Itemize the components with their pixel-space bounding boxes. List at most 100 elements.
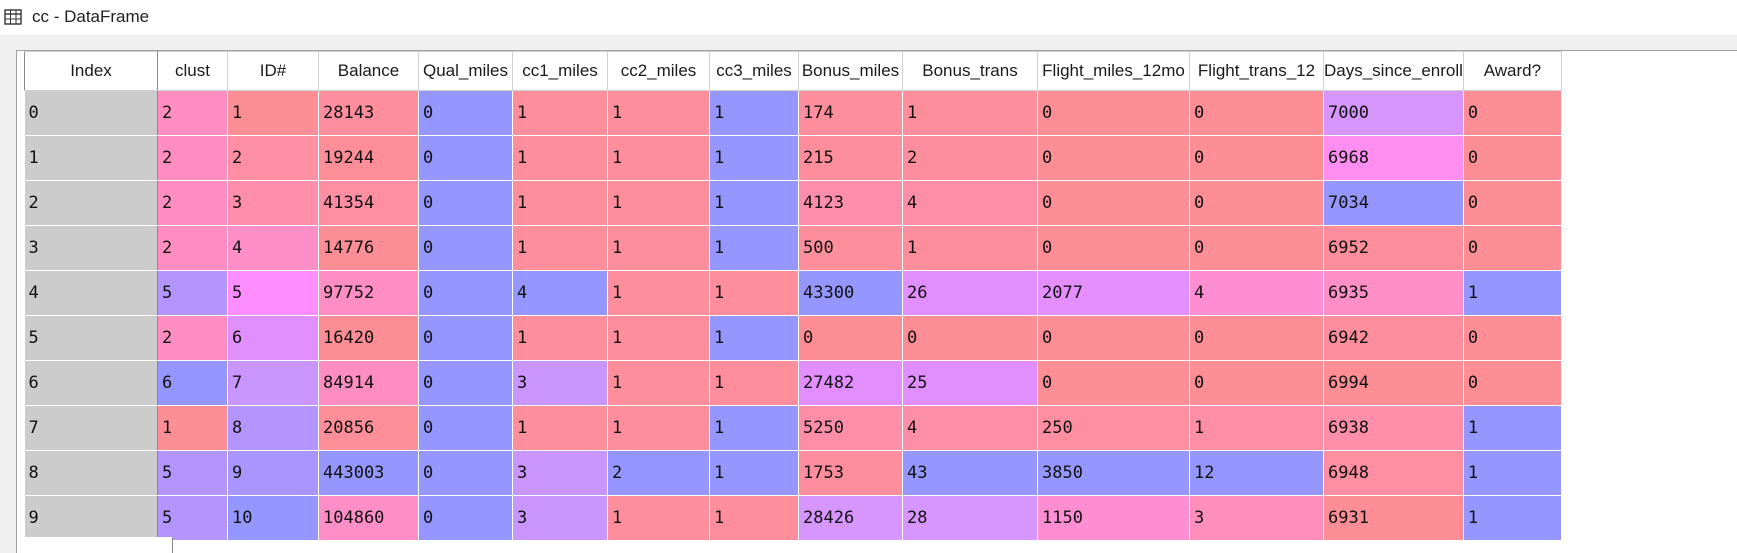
data-cell[interactable]: 1	[709, 450, 799, 496]
data-cell[interactable]: 0	[1037, 135, 1190, 181]
data-cell[interactable]: 1	[709, 225, 799, 271]
data-cell[interactable]: 1	[1463, 405, 1562, 451]
row-index-cell[interactable]: 9	[24, 495, 158, 541]
data-cell[interactable]: 174	[798, 90, 903, 136]
row-index-cell[interactable]: 0	[24, 90, 158, 136]
data-cell[interactable]: 1	[227, 90, 319, 136]
data-cell[interactable]: 1	[1463, 450, 1562, 496]
data-cell[interactable]: 0	[418, 180, 513, 226]
data-cell[interactable]: 7	[227, 360, 319, 406]
data-cell[interactable]: 0	[798, 315, 903, 361]
data-cell[interactable]: 4	[512, 270, 608, 316]
data-cell[interactable]: 6931	[1323, 495, 1464, 541]
data-cell[interactable]: 1	[512, 180, 608, 226]
data-cell[interactable]: 0	[1037, 225, 1190, 271]
column-header-flight-miles-12mo[interactable]: Flight_miles_12mo	[1037, 51, 1190, 91]
data-cell[interactable]: 3850	[1037, 450, 1190, 496]
data-cell[interactable]: 0	[902, 315, 1038, 361]
data-cell[interactable]: 104860	[318, 495, 419, 541]
data-cell[interactable]: 250	[1037, 405, 1190, 451]
row-index-cell[interactable]: 8	[24, 450, 158, 496]
data-cell[interactable]: 1	[1463, 270, 1562, 316]
data-cell[interactable]: 1	[607, 270, 710, 316]
data-cell[interactable]: 1	[709, 90, 799, 136]
data-cell[interactable]: 1	[607, 360, 710, 406]
data-cell[interactable]: 1	[607, 495, 710, 541]
dataframe-viewport[interactable]: Index clust ID# Balance Qual_miles cc1_miles c…	[16, 50, 1737, 553]
data-cell[interactable]: 1	[1463, 495, 1562, 541]
data-cell[interactable]: 1	[512, 135, 608, 181]
data-cell[interactable]: 215	[798, 135, 903, 181]
data-cell[interactable]: 0	[1037, 90, 1190, 136]
data-cell[interactable]: 1	[902, 90, 1038, 136]
table-row[interactable]: 7 1 8 20856 0 1 1 1 5250 4 250 1 6938 1	[24, 405, 1562, 451]
column-header-cc1-miles[interactable]: cc1_miles	[512, 51, 608, 91]
data-cell[interactable]: 0	[418, 360, 513, 406]
data-cell[interactable]: 3	[227, 180, 319, 226]
data-cell[interactable]: 1	[512, 315, 608, 361]
data-cell[interactable]: 1	[607, 225, 710, 271]
data-cell[interactable]: 1	[512, 90, 608, 136]
data-cell[interactable]: 500	[798, 225, 903, 271]
data-cell[interactable]: 0	[418, 225, 513, 271]
data-cell[interactable]: 12	[1189, 450, 1324, 496]
data-cell[interactable]: 9	[227, 450, 319, 496]
table-row[interactable]: 1 2 2 19244 0 1 1 1 215 2 0 0 6968 0	[24, 135, 1562, 181]
data-cell[interactable]: 41354	[318, 180, 419, 226]
data-cell[interactable]: 84914	[318, 360, 419, 406]
table-row[interactable]: 8 5 9 443003 0 3 2 1 1753 43 3850 12 6948 1	[24, 450, 1562, 496]
data-cell[interactable]: 5	[157, 495, 228, 541]
data-cell[interactable]: 43	[902, 450, 1038, 496]
column-header-flight-trans-12[interactable]: Flight_trans_12	[1189, 51, 1324, 91]
column-header-bonus-trans[interactable]: Bonus_trans	[902, 51, 1038, 91]
data-cell[interactable]: 3	[1189, 495, 1324, 541]
data-cell[interactable]: 6968	[1323, 135, 1464, 181]
data-cell[interactable]: 0	[1189, 360, 1324, 406]
data-cell[interactable]: 2	[227, 135, 319, 181]
data-cell[interactable]: 3	[512, 495, 608, 541]
data-cell[interactable]: 2	[607, 450, 710, 496]
data-cell[interactable]: 20856	[318, 405, 419, 451]
data-cell[interactable]: 1	[512, 225, 608, 271]
data-cell[interactable]: 28426	[798, 495, 903, 541]
data-cell[interactable]: 4	[902, 180, 1038, 226]
data-cell[interactable]: 0	[1189, 180, 1324, 226]
column-header-cc3-miles[interactable]: cc3_miles	[709, 51, 799, 91]
data-cell[interactable]: 1	[902, 225, 1038, 271]
data-cell[interactable]: 27482	[798, 360, 903, 406]
table-row[interactable]: 5 2 6 16420 0 1 1 1 0 0 0 0 6942 0	[24, 315, 1562, 361]
data-cell[interactable]: 1	[709, 135, 799, 181]
data-cell[interactable]: 0	[1189, 90, 1324, 136]
data-cell[interactable]: 2	[157, 90, 228, 136]
data-cell[interactable]: 16420	[318, 315, 419, 361]
data-cell[interactable]: 1	[512, 405, 608, 451]
data-cell[interactable]: 43300	[798, 270, 903, 316]
data-cell[interactable]: 3	[512, 360, 608, 406]
data-cell[interactable]: 0	[418, 315, 513, 361]
data-cell[interactable]: 6942	[1323, 315, 1464, 361]
data-cell[interactable]: 4123	[798, 180, 903, 226]
data-cell[interactable]: 0	[418, 405, 513, 451]
table-row[interactable]: 6 6 7 84914 0 3 1 1 27482 25 0 0 6994 0	[24, 360, 1562, 406]
data-cell[interactable]: 1753	[798, 450, 903, 496]
column-header-balance[interactable]: Balance	[318, 51, 419, 91]
data-cell[interactable]: 1	[607, 135, 710, 181]
data-cell[interactable]: 5250	[798, 405, 903, 451]
data-cell[interactable]: 5	[157, 270, 228, 316]
data-cell[interactable]: 6935	[1323, 270, 1464, 316]
data-cell[interactable]: 1	[709, 270, 799, 316]
data-cell[interactable]: 0	[418, 90, 513, 136]
row-index-cell[interactable]: 1	[24, 135, 158, 181]
data-cell[interactable]: 6994	[1323, 360, 1464, 406]
data-cell[interactable]: 2	[157, 315, 228, 361]
data-cell[interactable]: 0	[1463, 135, 1562, 181]
row-index-cell[interactable]: 4	[24, 270, 158, 316]
data-cell[interactable]: 1150	[1037, 495, 1190, 541]
index-column-header[interactable]: Index	[24, 51, 158, 91]
data-cell[interactable]: 7000	[1323, 90, 1464, 136]
data-cell[interactable]: 2	[157, 135, 228, 181]
data-cell[interactable]: 25	[902, 360, 1038, 406]
data-cell[interactable]: 26	[902, 270, 1038, 316]
data-cell[interactable]: 6952	[1323, 225, 1464, 271]
row-index-cell[interactable]: 2	[24, 180, 158, 226]
